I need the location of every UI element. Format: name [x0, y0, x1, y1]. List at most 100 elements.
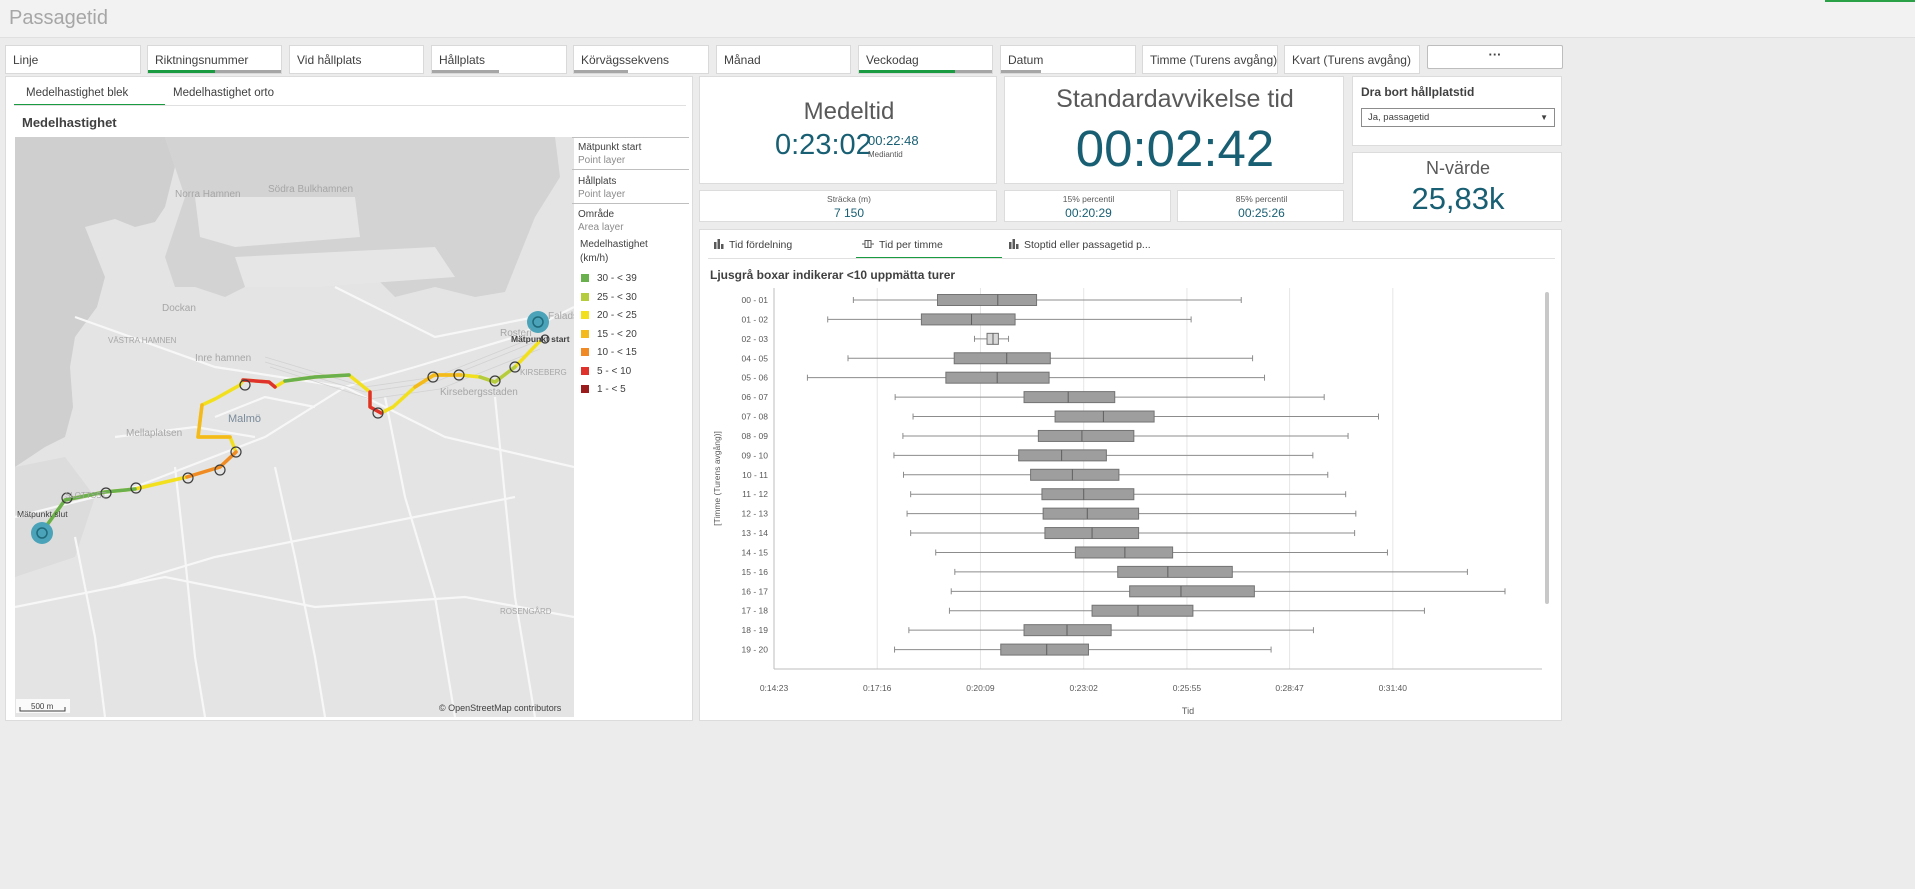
tab-divider [708, 258, 1555, 259]
x-tick-label: 0:25:55 [1173, 683, 1202, 693]
dra-bort-title: Dra bort hållplatstid [1361, 85, 1475, 99]
map-scale-label: 500 m [31, 702, 54, 711]
tab-medelhastighet-orto[interactable]: Medelhastighet orto [173, 87, 275, 99]
box [1042, 507, 1140, 520]
place-label: Kirsebergsstaden [440, 387, 518, 398]
app-title: Passagetid [9, 7, 108, 29]
filter-selected-bar [148, 70, 215, 73]
filter-label: Vid hållplats [297, 53, 362, 67]
legend-item: 25 - < 30 [581, 292, 637, 303]
kpi-value: 7 150 [833, 206, 865, 220]
place-label: ROSENGÅRD [500, 607, 552, 616]
place-label: Inre hamnen [195, 353, 251, 364]
y-category-label: 19 - 20 [742, 645, 769, 655]
tab-label: Stoptid eller passagetid p... [1024, 239, 1151, 251]
legend-divider [572, 137, 689, 138]
filter-possible-bar [1001, 70, 1042, 73]
legend-item-label: 30 - < 39 [597, 273, 637, 284]
tab-tid-fordelning[interactable]: Tid fördelning [714, 239, 792, 251]
box-row: 12 - 13 [742, 507, 1357, 520]
y-category-label: 17 - 18 [742, 606, 769, 616]
y-category-label: 10 - 11 [742, 470, 768, 480]
filter-label: Riktningsnummer [155, 53, 249, 67]
filter-korvagssekvens[interactable]: Körvägssekvens [573, 45, 709, 74]
y-category-label: 04 - 05 [742, 353, 769, 363]
place-label: Rosteri [500, 328, 532, 339]
map-panel: Medelhastighet blek Medelhastighet orto … [5, 76, 693, 721]
map-park [15, 457, 95, 577]
box [1074, 546, 1174, 559]
tab-medelhastighet-blek[interactable]: Medelhastighet blek [26, 87, 129, 99]
filter-vid-hallplats[interactable]: Vid hållplats [289, 45, 424, 74]
kpi-n-varde: N-värde 25,83k [1352, 152, 1562, 222]
box [1054, 410, 1155, 423]
chart-scrollbar[interactable] [1545, 292, 1549, 604]
kpi-median-value: 00:22:48 [868, 133, 919, 148]
map-water [15, 137, 175, 467]
top-bar: Passagetid [0, 0, 1915, 38]
map-attribution[interactable]: © OpenStreetMap contributors [439, 703, 562, 713]
bar-chart-icon [1009, 239, 1019, 249]
map-scale-bar [19, 707, 66, 712]
filter-label: Linje [13, 53, 39, 67]
legend-item-label: 20 - < 25 [597, 310, 637, 321]
box [1037, 429, 1135, 442]
legend-item: 1 - < 5 [581, 384, 626, 395]
map[interactable]: Norra Hamnen Södra Bulkhamnen Dockan VÄS… [15, 137, 574, 717]
legend-item: 10 - < 15 [581, 347, 637, 358]
legend-item-label: 10 - < 15 [597, 347, 637, 358]
box-row: 11 - 12 [742, 488, 1347, 501]
chart-title: Ljusgrå boxar indikerar <10 uppmätta tur… [710, 268, 956, 282]
legend-layer-name: Område [578, 209, 615, 220]
filter-datum[interactable]: Datum [1000, 45, 1136, 74]
filter-hallplats[interactable]: Hållplats [431, 45, 567, 74]
filter-kvart[interactable]: Kvart (Turens avgång) [1284, 45, 1420, 74]
start-point-label: Mätpunkt start [511, 334, 570, 344]
end-point-marker[interactable] [31, 522, 53, 544]
start-point-marker[interactable] [527, 311, 549, 333]
box-row: 16 - 17 [742, 585, 1506, 598]
end-point-label: Mätpunkt slut [17, 509, 68, 519]
y-axis-title: [Timme (Turens avgång)] [712, 431, 722, 526]
more-filters-button[interactable]: ··· [1427, 45, 1563, 69]
top-accent-line [1825, 0, 1915, 2]
filter-timme[interactable]: Timme (Turens avgång) [1142, 45, 1278, 74]
filter-veckodag[interactable]: Veckodag [858, 45, 993, 74]
y-category-label: 08 - 09 [742, 431, 769, 441]
kpi-value: 00:25:26 [1238, 206, 1285, 220]
legend-layer-type: Area layer [578, 222, 624, 233]
kpi-label: 85% percentil [1235, 194, 1288, 204]
box [920, 313, 1016, 326]
kpi-stracka: Sträcka (m) 7 150 [699, 190, 997, 222]
legend-item: 5 - < 10 [581, 366, 631, 377]
filter-selected-bar [859, 70, 955, 73]
filter-linje[interactable]: Linje [5, 45, 141, 74]
filter-label: Kvart (Turens avgång) [1292, 53, 1411, 67]
legend-item-label: 25 - < 30 [597, 291, 637, 303]
box-row: 13 - 14 [742, 527, 1356, 540]
tab-label: Tid fördelning [729, 239, 793, 251]
filter-manad[interactable]: Månad [716, 45, 851, 74]
y-category-label: 01 - 02 [742, 314, 769, 324]
x-tick-label: 0:20:09 [966, 683, 995, 693]
end-point-icon [36, 527, 48, 539]
filter-label: Timme (Turens avgång) [1150, 53, 1278, 67]
filter-riktningsnummer[interactable]: Riktningsnummer [147, 45, 282, 74]
tab-stoptid[interactable]: Stoptid eller passagetid p... [1009, 239, 1151, 251]
tab-tid-per-timme[interactable]: Tid per timme [862, 239, 943, 251]
place-label: SLOTTSST [65, 491, 106, 500]
dra-bort-select[interactable]: Ja, passagetid ▼ [1361, 108, 1555, 127]
tab-label: Tid per timme [879, 239, 943, 251]
box-row: 10 - 11 [742, 468, 1329, 481]
kpi-median-label: Mediantid [868, 150, 903, 159]
x-tick-label: 0:23:02 [1070, 683, 1099, 693]
map-title: Medelhastighet [22, 115, 117, 130]
filter-possible-bar [432, 70, 499, 73]
filter-bar: Linje Riktningsnummer Vid hållplats Håll… [0, 45, 1915, 75]
x-axis-title: Tid [1182, 706, 1194, 716]
chart-panel: Tid fördelning Tid per timme Stoptid ell… [699, 229, 1562, 721]
route-line [40, 340, 541, 534]
boxplot-chart[interactable]: 0:14:23 0:17:16 0:20:09 0:23:02 0:25:55 0:28:… [700, 285, 1561, 720]
more-icon: ··· [1488, 47, 1502, 62]
place-label: VÄSTRA HAMNEN [108, 336, 177, 345]
